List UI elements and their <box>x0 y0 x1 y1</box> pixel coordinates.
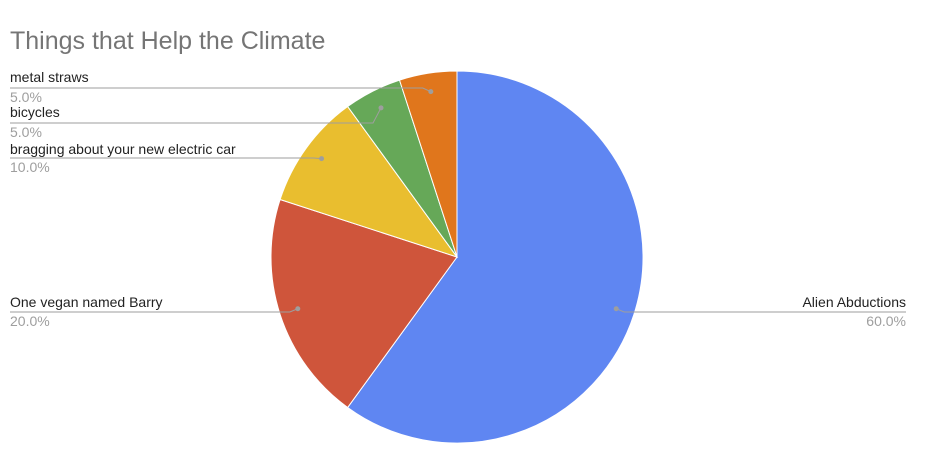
leader-line-one-vegan-named-barry <box>10 308 298 313</box>
pie-slice-bragging-about-your-new-electric-car[interactable] <box>279 105 459 258</box>
leader-line-metal-straws <box>10 87 432 93</box>
pie-slice-metal-straws[interactable] <box>398 70 458 258</box>
leader-line-bragging-about-your-new-electric-car <box>10 157 322 160</box>
leader-dot-one-vegan-named-barry <box>295 306 301 312</box>
leader-dot-bicycles <box>378 105 384 111</box>
chart-title: Things that Help the Climate <box>10 27 326 55</box>
leader-line-bicycles <box>10 107 382 124</box>
leader-line-alien-abductions <box>616 308 906 313</box>
slice-label-bragging-about-your-new-electric-car: bragging about your new electric car <box>10 141 236 157</box>
leader-dot-metal-straws <box>428 89 434 95</box>
pie-slice-one-vegan-named-barry[interactable] <box>270 198 458 409</box>
pie-slice-alien-abductions[interactable] <box>346 70 644 444</box>
slice-label-alien-abductions: Alien Abductions <box>802 294 906 310</box>
slice-label-metal-straws: metal straws <box>10 69 89 85</box>
leader-dot-bragging-about-your-new-electric-car <box>319 156 325 162</box>
slice-percent-metal-straws: 5.0% <box>10 89 42 105</box>
leader-dot-alien-abductions <box>613 306 619 312</box>
slice-percent-alien-abductions: 60.0% <box>866 313 906 329</box>
slice-label-one-vegan-named-barry: One vegan named Barry <box>10 294 163 310</box>
slice-percent-bragging-about-your-new-electric-car: 10.0% <box>10 159 50 175</box>
slice-label-bicycles: bicycles <box>10 104 60 120</box>
slice-percent-one-vegan-named-barry: 20.0% <box>10 313 50 329</box>
slice-percent-bicycles: 5.0% <box>10 124 42 140</box>
